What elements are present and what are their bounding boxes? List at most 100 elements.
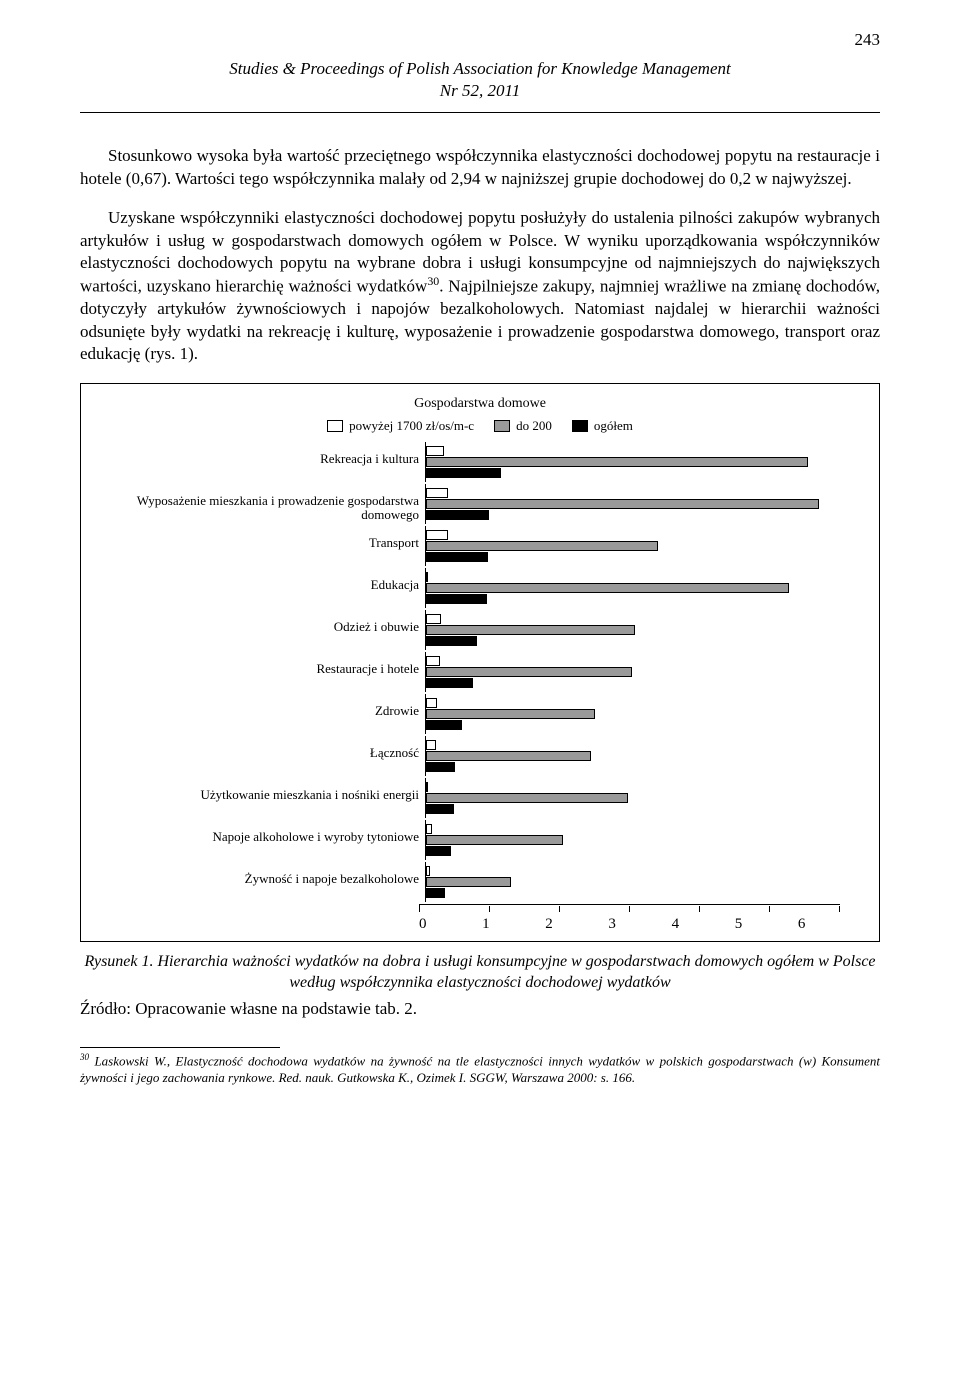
chart-row: Zdrowie [99, 694, 861, 734]
bar-series-3 [426, 468, 501, 478]
bars-cell [425, 694, 846, 734]
legend-item: ogółem [572, 418, 633, 434]
chart-container: Gospodarstwa domowe powyżej 1700 zł/os/m… [80, 383, 880, 942]
chart-row: Odzież i obuwie [99, 610, 861, 650]
footnote-separator [80, 1047, 280, 1048]
bar-series-2 [426, 709, 595, 719]
category-label: Odzież i obuwie [99, 610, 425, 634]
footnote-number: 30 [80, 1052, 89, 1062]
figure-source: Źródło: Opracowanie własne na podstawie … [80, 999, 880, 1019]
category-label: Zdrowie [99, 694, 425, 718]
bar-series-1 [426, 572, 428, 582]
x-tick-mark [559, 906, 560, 912]
bars-cell [425, 820, 846, 860]
figure-caption: Rysunek 1. Hierarchia ważności wydatków … [80, 952, 880, 994]
page-number: 243 [855, 30, 881, 50]
bar-series-3 [426, 804, 454, 814]
journal-line1: Studies & Proceedings of Polish Associat… [80, 58, 880, 80]
category-label: Żywność i napoje bezalkoholowe [99, 862, 425, 886]
footnote-text: Laskowski W., Elastyczność dochodowa wyd… [80, 1054, 880, 1085]
chart-body: Rekreacja i kultura Wyposażenie mieszkani… [99, 442, 861, 902]
bars-cell [425, 484, 846, 524]
bar-series-1 [426, 488, 448, 498]
x-tick-label: 5 [735, 916, 798, 933]
x-tick-mark [489, 906, 490, 912]
x-tick-mark [839, 906, 840, 912]
bars-cell [425, 610, 846, 650]
bars-cell [425, 652, 846, 692]
chart-row: Edukacja [99, 568, 861, 608]
x-tick-mark [629, 906, 630, 912]
chart-row: Napoje alkoholowe i wyroby tytoniowe [99, 820, 861, 860]
bar-series-1 [426, 782, 428, 792]
legend-label: powyżej 1700 zł/os/m-c [349, 418, 474, 434]
x-tick-labels: 0123456 [419, 916, 861, 933]
paragraph-1: Stosunkowo wysoka była wartość przeciętn… [80, 145, 880, 190]
x-tick-label: 1 [482, 916, 545, 933]
legend-swatch [327, 420, 343, 432]
x-tick-label: 4 [672, 916, 735, 933]
bar-series-2 [426, 499, 819, 509]
bar-series-2 [426, 751, 591, 761]
bar-series-2 [426, 457, 808, 467]
x-tick-label: 0 [419, 916, 482, 933]
legend-item: do 200 [494, 418, 552, 434]
bars-cell [425, 442, 846, 482]
bar-series-3 [426, 594, 487, 604]
bar-series-3 [426, 552, 488, 562]
chart-row: Łączność [99, 736, 861, 776]
bar-series-3 [426, 888, 445, 898]
bars-cell [425, 862, 846, 902]
chart-row: Użytkowanie mieszkania i nośniki energii [99, 778, 861, 818]
bar-series-1 [426, 530, 448, 540]
bar-series-3 [426, 846, 451, 856]
bar-series-2 [426, 793, 628, 803]
category-label: Edukacja [99, 568, 425, 592]
bar-series-3 [426, 762, 455, 772]
x-tick-label: 6 [798, 916, 861, 933]
category-label: Napoje alkoholowe i wyroby tytoniowe [99, 820, 425, 844]
journal-header: Studies & Proceedings of Polish Associat… [80, 58, 880, 102]
x-tick-mark [699, 906, 700, 912]
chart-title: Gospodarstwa domowe [99, 396, 861, 412]
bar-series-1 [426, 446, 444, 456]
x-tick-label: 2 [545, 916, 608, 933]
x-tick-mark [769, 906, 770, 912]
legend-swatch [572, 420, 588, 432]
chart-row: Wyposażenie mieszkania i prowadzenie gos… [99, 484, 861, 524]
category-label: Restauracje i hotele [99, 652, 425, 676]
bar-series-1 [426, 698, 437, 708]
bar-series-1 [426, 614, 441, 624]
category-label: Wyposażenie mieszkania i prowadzenie gos… [99, 484, 425, 523]
footnote: 30 Laskowski W., Elastyczność dochodowa … [80, 1052, 880, 1086]
bars-cell [425, 568, 846, 608]
bar-series-3 [426, 720, 462, 730]
x-tick-mark [419, 906, 420, 912]
bar-series-1 [426, 656, 440, 666]
bar-series-1 [426, 866, 430, 876]
chart-row: Rekreacja i kultura [99, 442, 861, 482]
x-tick-label: 3 [608, 916, 671, 933]
chart-row: Restauracje i hotele [99, 652, 861, 692]
bar-series-2 [426, 877, 511, 887]
legend-label: do 200 [516, 418, 552, 434]
bar-series-1 [426, 824, 432, 834]
bar-series-2 [426, 625, 635, 635]
bar-series-3 [426, 510, 489, 520]
bars-cell [425, 526, 846, 566]
legend-swatch [494, 420, 510, 432]
journal-line2: Nr 52, 2011 [80, 80, 880, 102]
chart-row: Żywność i napoje bezalkoholowe [99, 862, 861, 902]
legend-label: ogółem [594, 418, 633, 434]
bar-series-2 [426, 541, 658, 551]
bar-series-2 [426, 835, 563, 845]
bar-series-3 [426, 678, 473, 688]
category-label: Rekreacja i kultura [99, 442, 425, 466]
category-label: Łączność [99, 736, 425, 760]
x-tick-marks [419, 906, 839, 912]
header-rule [80, 112, 880, 113]
category-label: Transport [99, 526, 425, 550]
legend-item: powyżej 1700 zł/os/m-c [327, 418, 474, 434]
bar-series-1 [426, 740, 436, 750]
bar-series-2 [426, 583, 789, 593]
